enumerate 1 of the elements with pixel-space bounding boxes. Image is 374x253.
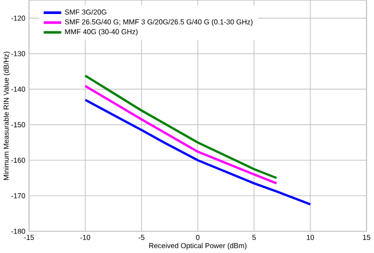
line-series xyxy=(84,98,312,206)
